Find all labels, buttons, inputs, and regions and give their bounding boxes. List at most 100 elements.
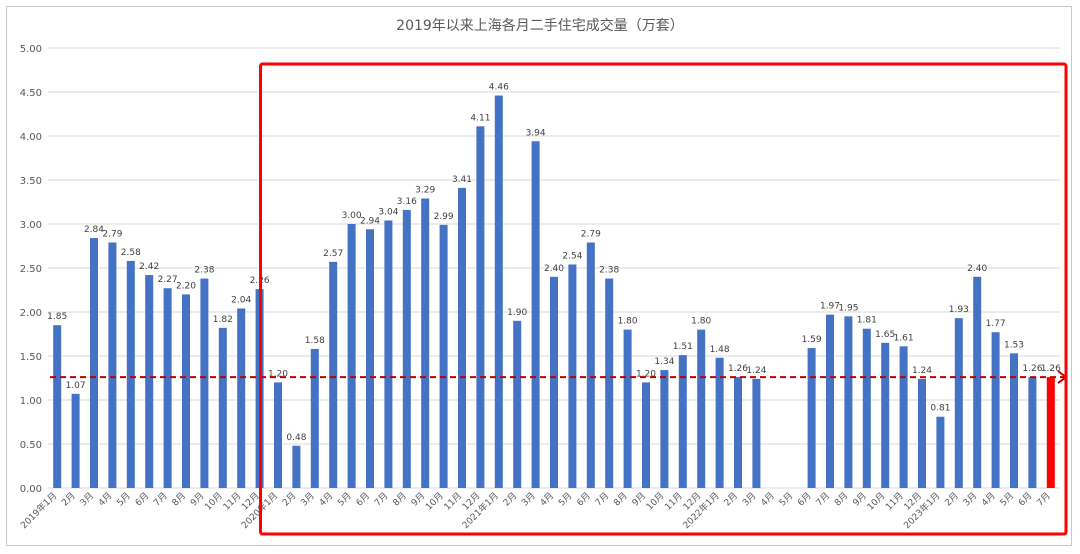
x-tick-label: 2月: [722, 490, 740, 508]
x-tick-label: 11月: [221, 490, 243, 512]
bar: [715, 357, 724, 488]
bar: [347, 224, 356, 488]
data-label: 1.59: [802, 335, 822, 345]
data-label: 2.38: [599, 266, 619, 276]
bar: [734, 377, 742, 488]
data-label: 1.61: [894, 333, 914, 343]
data-label: 2.20: [176, 281, 196, 291]
bar: [550, 276, 558, 488]
y-tick-label: 1.50: [20, 352, 42, 363]
bar: [476, 126, 485, 488]
bar: [862, 328, 871, 488]
bar: [881, 342, 890, 488]
data-label: 4.46: [489, 83, 509, 93]
data-label: 1.48: [710, 345, 730, 355]
x-tick-label: 5月: [556, 490, 574, 508]
x-tick-label: 2月: [280, 490, 298, 508]
x-tick-label: 5月: [336, 490, 354, 508]
data-labels: 1.851.072.842.792.582.422.272.202.381.82…: [47, 83, 1061, 443]
bar: [844, 316, 853, 488]
x-tick-label: 11月: [663, 490, 685, 512]
x-tick-label: 10月: [203, 490, 225, 512]
bar: [53, 325, 62, 488]
bar: [991, 332, 1000, 488]
x-tick-label: 2月: [60, 490, 78, 508]
x-tick-label: 5月: [115, 490, 133, 508]
x-tick-label: 2月: [943, 490, 961, 508]
y-tick-label: 0.50: [20, 440, 42, 451]
bar: [826, 314, 834, 488]
bar: [292, 445, 301, 488]
bar: [531, 141, 540, 488]
data-label: 2.99: [434, 212, 454, 222]
data-label: 1.85: [47, 312, 67, 322]
x-tick-label: 11月: [442, 490, 464, 512]
x-tick-label: 3月: [961, 490, 979, 508]
x-tick-label: 10月: [423, 490, 445, 512]
data-label: 1.58: [305, 336, 325, 346]
data-label: 1.07: [66, 381, 86, 391]
data-label: 1.81: [857, 316, 877, 326]
x-tick-label: 8月: [832, 490, 850, 508]
data-label: 1.97: [820, 302, 840, 312]
data-label: 1.26: [728, 364, 748, 374]
data-label: 1.77: [986, 319, 1006, 329]
x-tick-label: 8月: [612, 490, 630, 508]
bar: [623, 329, 632, 488]
bar: [108, 242, 117, 488]
x-tick-label: 6月: [575, 490, 593, 508]
data-label: 3.16: [397, 197, 417, 207]
bar: [1010, 353, 1018, 488]
bar: [71, 393, 80, 488]
data-label: 0.81: [930, 404, 950, 414]
bar: [697, 329, 706, 488]
bar: [1028, 377, 1037, 488]
data-label: 1.65: [875, 330, 895, 340]
data-label: 2.54: [562, 251, 582, 261]
data-label: 1.80: [691, 317, 711, 327]
data-label: 1.80: [618, 317, 638, 327]
bar: [936, 416, 945, 488]
x-tick-label: 4月: [980, 490, 998, 508]
data-label: 1.20: [636, 369, 656, 379]
data-label: 1.20: [268, 369, 288, 379]
bar: [200, 278, 209, 488]
x-tick-label: 4月: [538, 490, 556, 508]
bar: [458, 187, 466, 489]
data-label: 2.42: [139, 262, 159, 272]
bar: [439, 224, 448, 488]
data-label: 1.34: [654, 357, 674, 367]
data-label: 2.38: [194, 266, 214, 276]
bar: [494, 95, 503, 489]
x-tick-label: 4月: [759, 490, 777, 508]
data-label: 4.11: [470, 113, 490, 123]
bar: [126, 260, 135, 488]
bar: [237, 308, 246, 488]
data-label: 1.93: [949, 305, 969, 315]
x-tick-label: 6月: [133, 490, 151, 508]
y-tick-label: 1.00: [20, 396, 42, 407]
bar: [274, 382, 282, 488]
chart-border: [6, 6, 1072, 546]
data-label: 3.00: [342, 211, 362, 221]
highlight-box: [259, 62, 1068, 536]
data-label: 1.24: [746, 366, 766, 376]
bar: [605, 278, 614, 488]
bar: [384, 220, 393, 489]
y-axis-tick-labels: 0.00 0.50 1.00 1.50 2.00 2.50 3.00 3.50 4.00 4.50…: [20, 44, 42, 495]
data-label: 0.48: [286, 433, 306, 443]
bar: [678, 355, 687, 488]
data-label: 3.29: [415, 185, 435, 195]
data-label: 2.27: [158, 275, 178, 285]
x-tick-label: 7月: [814, 490, 832, 508]
x-tick-label: 2019年1月: [18, 490, 59, 531]
y-tick-label: 5.00: [20, 44, 42, 55]
bar: [421, 198, 430, 489]
y-tick-label: 2.50: [20, 264, 42, 275]
bar: [310, 348, 319, 488]
x-tick-label: 8月: [170, 490, 188, 508]
x-tick-label: 2月: [501, 490, 519, 508]
data-label: 2.84: [84, 225, 104, 235]
data-label: 2.79: [581, 229, 601, 239]
